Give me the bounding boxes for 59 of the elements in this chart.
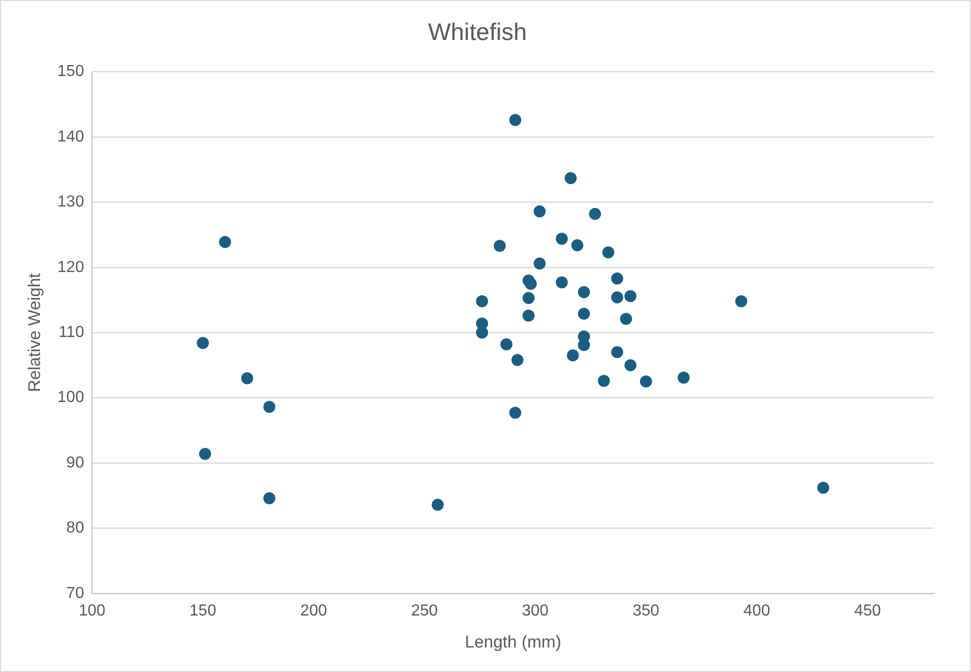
y-tick-label: 90 [66, 454, 84, 472]
point [263, 400, 276, 413]
x-tick-label: 450 [854, 602, 881, 620]
x-tick-label: 300 [522, 602, 549, 620]
point [817, 482, 830, 494]
point [476, 326, 488, 339]
x-tick-label: 250 [411, 602, 438, 620]
point [522, 292, 535, 304]
point [500, 338, 512, 350]
point [566, 349, 579, 362]
point [611, 291, 624, 304]
point [534, 257, 546, 270]
point [624, 359, 636, 372]
point [589, 208, 602, 220]
point [611, 346, 624, 358]
x-axis-title: Length (mm) [464, 632, 562, 652]
y-tick-label: 150 [57, 63, 84, 80]
x-tick-label: 150 [190, 602, 216, 620]
point [199, 448, 212, 460]
y-tick-label: 100 [57, 389, 84, 406]
point [578, 286, 590, 298]
point [196, 337, 209, 350]
point [564, 172, 577, 184]
point [263, 492, 276, 504]
x-tick-label: 400 [743, 602, 770, 620]
point [494, 240, 506, 252]
point [578, 308, 590, 320]
x-tick-label: 200 [300, 602, 328, 620]
y-tick-label: 110 [58, 324, 84, 342]
point [624, 290, 636, 302]
point [509, 406, 522, 419]
y-tick-label: 80 [66, 520, 84, 537]
point [524, 278, 537, 290]
point [571, 239, 584, 252]
point [241, 372, 254, 384]
point [476, 295, 488, 308]
point [678, 372, 690, 384]
point [556, 276, 568, 288]
point [602, 246, 614, 258]
y-tick-label: 130 [57, 194, 84, 211]
point [611, 272, 624, 284]
point [219, 236, 232, 248]
point [432, 498, 444, 511]
point [556, 232, 568, 245]
point [522, 310, 535, 322]
point [735, 295, 748, 308]
x-tick-label: 350 [632, 602, 660, 620]
point [509, 114, 522, 126]
y-axis-title: Relative Weight [24, 272, 44, 392]
point [511, 354, 524, 366]
x-tick-label: 100 [78, 602, 106, 620]
point [620, 312, 632, 325]
point [534, 205, 546, 218]
y-tick-label: 140 [57, 128, 84, 146]
point [598, 374, 610, 387]
chart-title: Whitefish [428, 19, 527, 46]
y-tick-label: 70 [66, 584, 84, 602]
point [640, 376, 652, 388]
y-tick-label: 120 [57, 258, 84, 276]
